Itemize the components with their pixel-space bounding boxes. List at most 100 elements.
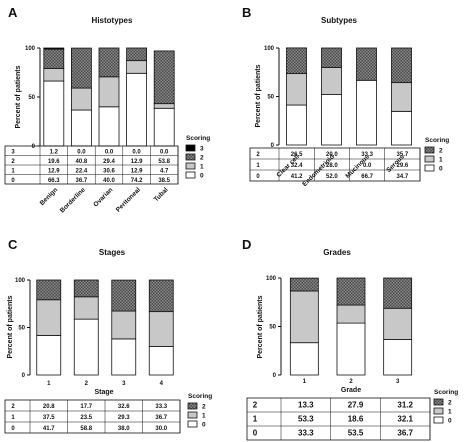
legend-label: 2	[200, 155, 204, 162]
table-row-label: 0	[253, 429, 258, 438]
table-row-label: 0	[11, 178, 15, 184]
table-row-label: 3	[11, 149, 15, 155]
bar-segment-score-2	[356, 47, 377, 81]
legend-label: 0	[200, 173, 204, 180]
legend-label: 2	[202, 404, 206, 411]
panel-letter: B	[242, 5, 251, 20]
bar-segment-score-0	[36, 334, 62, 376]
bar-segment-score-1	[391, 82, 412, 112]
bar-segment-score-2	[43, 48, 65, 69]
legend-label: 0	[202, 422, 206, 429]
table-cell: 0.0	[363, 163, 372, 169]
table-cell: 36.7	[155, 415, 167, 421]
table-cell: 19.6	[48, 159, 60, 165]
table-cell: 53.5	[348, 429, 364, 438]
table-cell: 28.0	[326, 163, 338, 169]
bar-segment-score-2	[321, 47, 342, 68]
bar-segment-score-0	[126, 72, 147, 147]
table-row-label: 0	[11, 426, 15, 432]
x-category-label: Benign	[39, 186, 60, 207]
x-axis-label: Grade	[341, 387, 361, 394]
table-cell: 30.0	[155, 426, 167, 432]
y-axis-label: Percent of patients	[255, 64, 262, 127]
table-cell: 20.8	[43, 404, 55, 410]
table-cell: 40.0	[103, 178, 115, 184]
panel-letter: A	[8, 5, 18, 20]
bar-segment-score-0	[356, 79, 377, 146]
legend-label: 2	[448, 400, 452, 407]
x-category-label: 1	[47, 381, 51, 387]
bar-segment-score-1	[126, 60, 147, 74]
legend-label: 1	[439, 157, 443, 164]
legend-swatch-score-2	[433, 398, 444, 406]
table-cell: 33.3	[155, 404, 167, 410]
table-row-label: 2	[253, 401, 258, 410]
x-category-label: Borderline	[59, 186, 87, 214]
table-cell: 0.0	[105, 149, 114, 155]
bar-segment-score-1	[286, 73, 307, 106]
panel-title: Subtypes	[321, 16, 358, 25]
legend-label: 1	[202, 413, 206, 420]
bar-segment-score-0	[383, 339, 413, 376]
data-table: 2 26.5 20.0 33.3 35.7 1 32.4 28.0 0.0 29.6 0 41.2 52…	[249, 147, 421, 182]
bar-segment-score-0	[391, 110, 412, 146]
bar-segment-score-2	[126, 47, 147, 62]
bar-segment-score-1	[36, 299, 62, 336]
table-cell: 4.7	[160, 168, 169, 174]
table-row-label: 0	[256, 174, 260, 180]
x-category-label: Endometrioid	[301, 153, 336, 188]
bar-segment-score-1	[73, 296, 99, 320]
bar-segment-score-2	[153, 50, 175, 105]
legend-swatch-score-0	[187, 420, 198, 428]
bar-segment-score-1	[383, 307, 413, 340]
bar-segment-score-2	[336, 277, 366, 306]
table-cell: 53.3	[298, 415, 314, 424]
table-cell: 27.9	[348, 401, 364, 410]
table-cell: 38.0	[118, 426, 130, 432]
table-row-label: 1	[11, 168, 15, 174]
legend-swatch-score-2	[185, 153, 196, 161]
bar-segment-score-0	[153, 107, 175, 147]
table-cell: 41.7	[43, 426, 55, 432]
table-cell: 20.0	[326, 152, 338, 158]
bar-segment-score-2	[98, 47, 120, 78]
legend-label: 1	[200, 164, 204, 171]
legend-swatch-score-0	[433, 416, 444, 424]
table-cell: 36.7	[76, 178, 88, 184]
bar-segment-score-2	[286, 47, 307, 75]
bar-segment-score-1	[336, 304, 366, 324]
table-cell: 26.5	[291, 152, 303, 158]
panel-title: Stages	[99, 248, 126, 257]
table-cell: 0.0	[132, 149, 141, 155]
table-row-label: 2	[11, 404, 15, 410]
x-axis-label: Stage	[94, 389, 113, 396]
x-category-label: 2	[85, 381, 89, 387]
legend-label: 3	[200, 146, 204, 153]
table-row-label: 2	[11, 159, 15, 165]
legend-label: 0	[448, 418, 452, 425]
table-cell: 34.7	[397, 174, 409, 180]
y-tick-label: 100	[15, 278, 26, 284]
table-border	[4, 399, 181, 434]
bar-segment-score-3	[43, 47, 65, 50]
table-row-label: 1	[11, 415, 15, 421]
data-table: 3 1.2 0.0 0.0 0.0 0.0 2 19.6 40.8 29.4 12.9 53.8 1 12…	[4, 145, 179, 185]
legend-label: 0	[439, 166, 443, 173]
legend-title: Scoring	[188, 393, 212, 400]
table-cell: 29.4	[103, 159, 115, 165]
bar-segment-score-1	[148, 311, 174, 347]
bar-segment-score-2	[289, 277, 319, 292]
table-cell: 33.3	[298, 429, 314, 438]
bar-segment-score-1	[111, 310, 137, 340]
bar-segment-score-2	[111, 279, 137, 312]
y-tick-label: 100	[264, 46, 275, 52]
legend-swatch-score-2	[424, 146, 435, 154]
table-cell: 36.7	[397, 429, 413, 438]
table-cell: 38.5	[158, 178, 170, 184]
legend-label: 2	[439, 148, 443, 155]
legend-title: Scoring	[434, 389, 458, 396]
x-category-label: 2	[349, 379, 353, 385]
